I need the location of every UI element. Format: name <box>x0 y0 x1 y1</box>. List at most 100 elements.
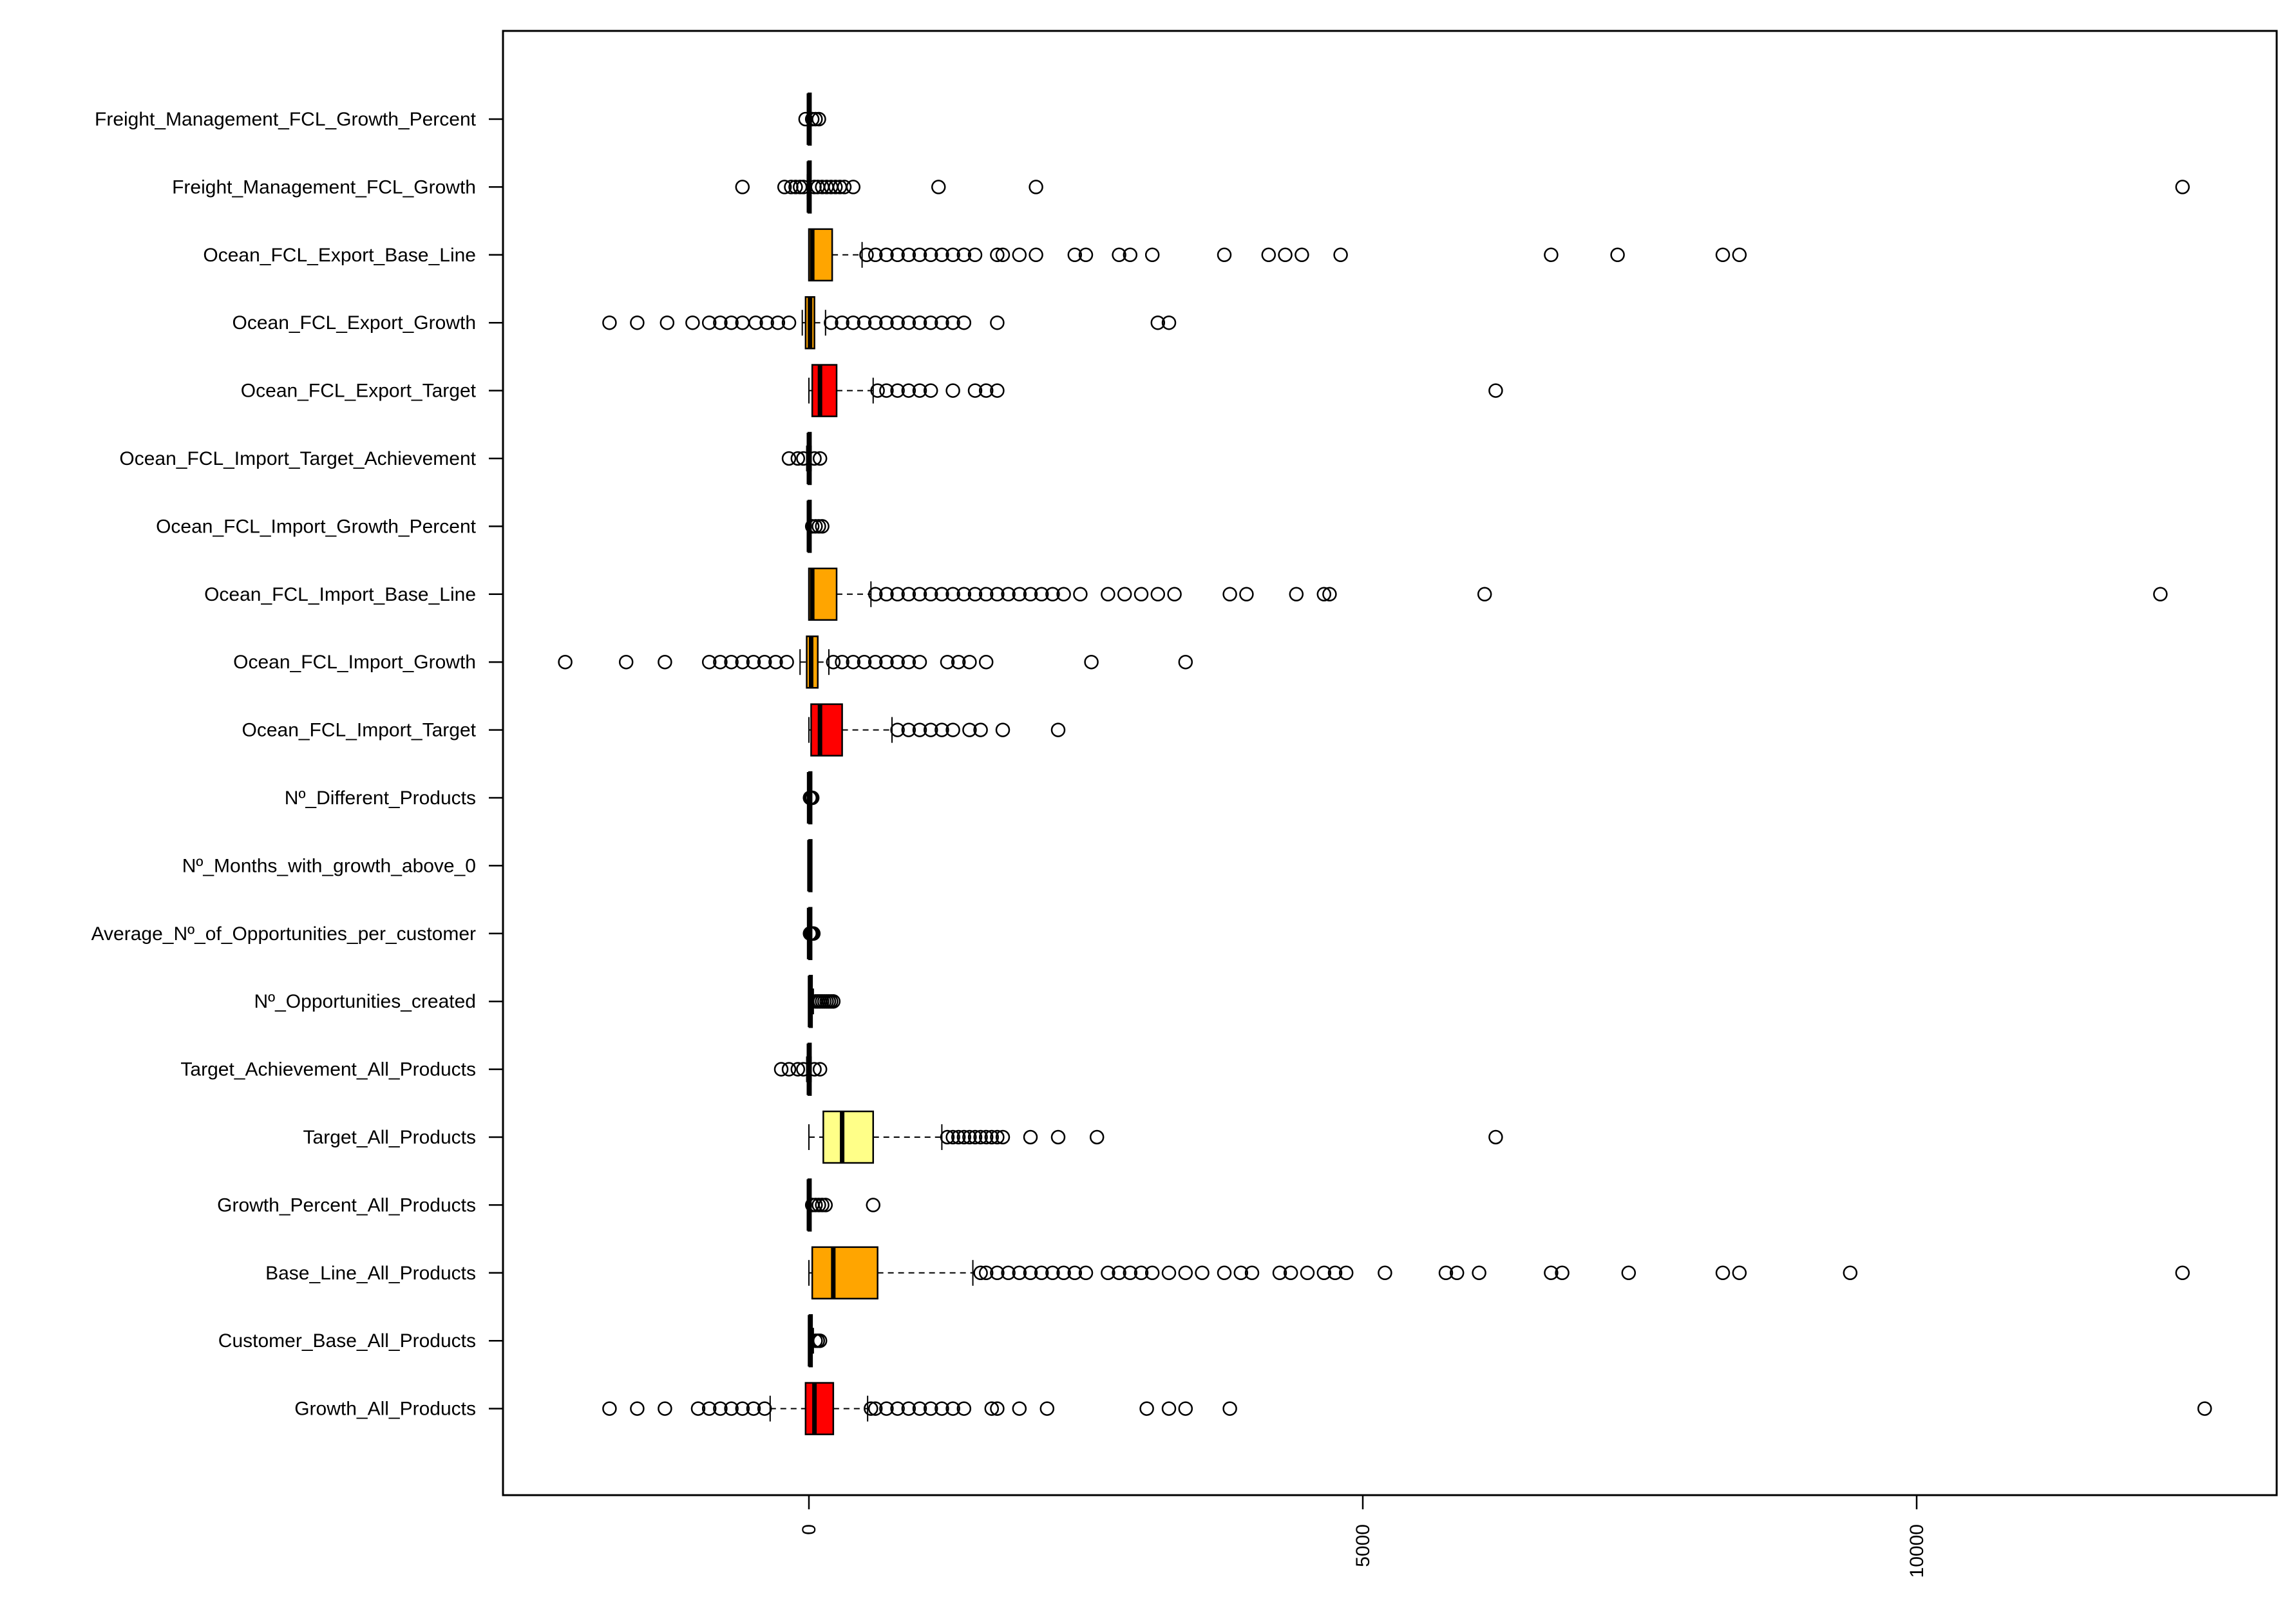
outlier-point <box>1438 1265 1454 1281</box>
outlier-point <box>990 1129 1005 1145</box>
outlier-point <box>1078 247 1094 263</box>
outlier-point <box>1029 180 1043 194</box>
outlier-point <box>1283 1265 1298 1281</box>
outlier-point <box>1029 247 1043 263</box>
box-Base_Line_All_Products <box>808 1246 2190 1300</box>
y-tick-label: Ocean_FCL_Import_Target <box>242 720 476 741</box>
outlier-point <box>1112 247 1126 263</box>
outlier-point <box>967 1129 983 1145</box>
outlier-point <box>724 654 739 670</box>
outlier-point <box>1244 1265 1260 1281</box>
outlier-point <box>1001 1265 1016 1281</box>
outlier-point <box>967 247 983 263</box>
outlier-point <box>746 654 761 670</box>
outlier-point <box>1144 247 1160 263</box>
outlier-point <box>859 247 874 263</box>
outlier-point <box>812 1062 828 1077</box>
boxes-layer <box>558 92 2212 1435</box>
outlier-point <box>1012 247 1027 263</box>
outlier-point <box>978 587 994 602</box>
outlier-point <box>890 315 905 330</box>
outlier-point <box>868 247 883 263</box>
outlier-point <box>757 654 772 670</box>
outlier-point <box>1101 587 1115 602</box>
outlier-point <box>935 722 949 737</box>
outlier-point <box>890 383 905 398</box>
outlier-point <box>1178 654 1193 670</box>
outlier-point <box>923 587 938 602</box>
y-tick-label: Ocean_FCL_Export_Base_Line <box>203 245 476 266</box>
y-tick-label: Growth_Percent_All_Products <box>217 1194 476 1216</box>
outlier-point <box>912 587 927 602</box>
outlier-point <box>868 315 883 330</box>
outlier-point <box>724 315 739 330</box>
box-Growth_All_Products <box>602 1382 2212 1435</box>
outlier-point <box>923 383 938 398</box>
outlier-point <box>770 315 786 330</box>
box-Target_All_Products <box>808 1110 1503 1164</box>
outlier-point <box>1732 247 1747 263</box>
outlier-point <box>931 180 946 194</box>
outlier-point <box>558 654 573 670</box>
outlier-point <box>713 654 728 670</box>
outlier-point <box>735 654 750 670</box>
y-tick-label: Average_Nº_of_Opportunities_per_customer <box>91 923 476 945</box>
x-tick-label: 5000 <box>1352 1524 1374 1567</box>
outlier-point <box>1222 1401 1237 1416</box>
outlier-point <box>724 1401 739 1416</box>
outlier-point <box>866 1198 881 1212</box>
outlier-point <box>701 315 717 330</box>
outlier-point <box>773 1062 789 1077</box>
outlier-point <box>990 315 1005 330</box>
outlier-point <box>1843 1265 1858 1281</box>
outlier-point <box>1045 587 1060 602</box>
outlier-point <box>1050 1129 1066 1145</box>
outlier-point <box>935 247 949 263</box>
outlier-point <box>804 519 820 534</box>
outlier-point <box>890 1401 905 1416</box>
outlier-point <box>912 722 927 737</box>
outlier-point <box>1261 247 1276 263</box>
outlier-point <box>945 1129 960 1145</box>
outlier-point <box>978 654 994 670</box>
outlier-point <box>879 247 894 263</box>
outlier-point <box>806 926 821 941</box>
outlier-point <box>956 247 972 263</box>
outlier-point <box>1161 1401 1177 1416</box>
plot-frame <box>502 30 2278 1496</box>
outlier-point <box>1012 1265 1027 1281</box>
outlier-point <box>879 587 894 602</box>
outlier-point <box>1316 587 1332 602</box>
outlier-point <box>790 1062 806 1077</box>
outlier-point <box>1112 1265 1126 1281</box>
outlier-point <box>2175 180 2190 194</box>
outlier-point <box>713 315 728 330</box>
outlier-point <box>1555 1265 1570 1281</box>
outlier-point <box>912 654 927 670</box>
outlier-point <box>923 1401 938 1416</box>
outlier-point <box>781 1062 797 1077</box>
outlier-point <box>1289 587 1304 602</box>
y-tick-label: Ocean_FCL_Import_Growth <box>233 652 476 673</box>
outlier-point <box>978 1265 994 1281</box>
outlier-point <box>1150 315 1166 330</box>
outlier-point <box>1012 587 1027 602</box>
outlier-point <box>901 654 916 670</box>
outlier-point <box>990 247 1005 263</box>
outlier-point <box>781 315 797 330</box>
box-Freight_Management_FCL_Growth_Percent <box>798 92 826 146</box>
box-Ocean_FCL_Import_Growth_Percent <box>804 500 830 553</box>
outlier-point <box>956 315 972 330</box>
box-Nº_Months_with_growth_above_0 <box>807 839 813 892</box>
outlier-point <box>879 315 894 330</box>
box-Ocean_FCL_Export_Target <box>808 364 1503 417</box>
y-tick-label: Ocean_FCL_Import_Growth_Percent <box>156 516 477 537</box>
outlier-point <box>1067 1265 1083 1281</box>
outlier-point <box>990 383 1005 398</box>
y-tick-label: Ocean_FCL_Import_Target_Achievement <box>119 448 476 469</box>
outlier-point <box>901 587 916 602</box>
outlier-point <box>1300 1265 1315 1281</box>
outlier-point <box>901 722 916 737</box>
outlier-point <box>808 1198 823 1212</box>
outlier-point <box>685 315 700 330</box>
